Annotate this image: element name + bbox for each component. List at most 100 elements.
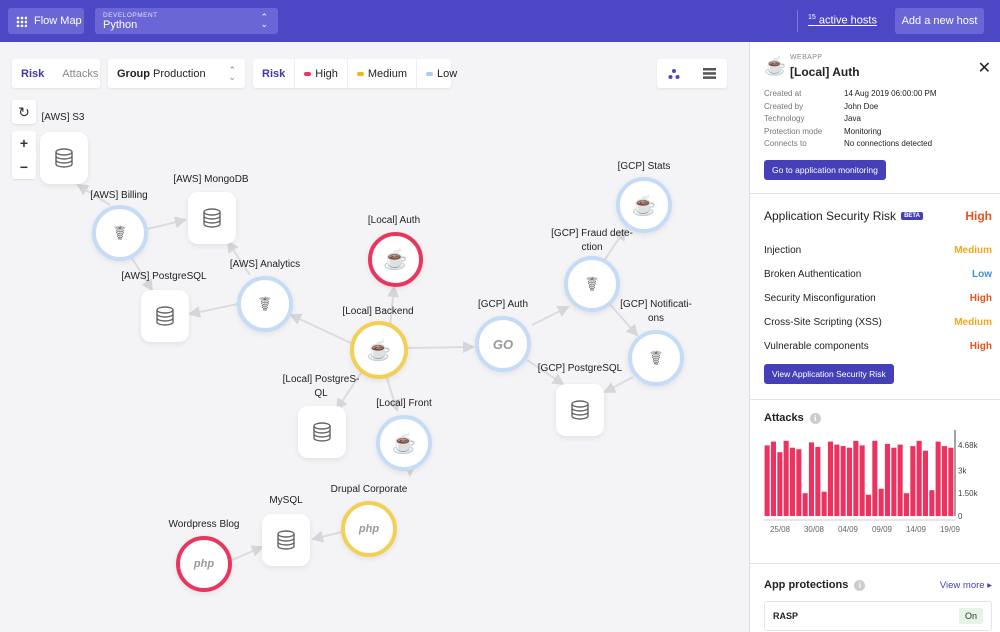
legend-high-label: High — [315, 67, 338, 80]
node-gcp-auth[interactable]: GO — [475, 316, 531, 372]
info-icon[interactable]: i — [854, 579, 866, 591]
rasp-row: RASP On — [764, 601, 992, 631]
app-title: [Local] Auth — [790, 65, 860, 79]
app-details-list: Created at 14 Aug 2019 06:00:00 PM Create… — [764, 88, 937, 151]
refresh-button[interactable]: ↻ — [12, 100, 36, 124]
python-icon: ☤ — [649, 347, 663, 370]
legend-low[interactable]: Low — [416, 59, 466, 88]
add-host-button[interactable]: Add a new host — [895, 8, 984, 34]
flow-map-button[interactable]: Flow Map — [8, 8, 84, 34]
low-dot-icon — [426, 71, 433, 76]
node-label-local-auth: [Local] Auth — [367, 215, 421, 226]
node-label-aws-mongodb: [AWS] MongoDB — [173, 174, 249, 185]
legend-medium[interactable]: Medium — [346, 59, 416, 88]
rasp-toggle[interactable]: On — [958, 608, 983, 624]
detail-row: Created by John Doe — [764, 101, 937, 114]
node-mysql[interactable] — [262, 514, 310, 566]
node-local-front[interactable]: ☕ — [376, 415, 432, 471]
java-icon: ☕ — [391, 432, 417, 455]
group-label: Group — [117, 67, 150, 80]
detail-row: Created at 14 Aug 2019 06:00:00 PM — [764, 88, 937, 101]
tab-risk[interactable]: Risk — [21, 67, 45, 80]
chevron-updown-icon: ⌃ ⌄ — [228, 64, 236, 82]
risk-row: Injection Medium — [764, 238, 992, 262]
java-icon: ☕ — [764, 56, 787, 76]
legend-high[interactable]: High — [294, 59, 347, 88]
active-hosts-label: active hosts — [818, 14, 877, 27]
java-icon: ☕ — [366, 339, 392, 362]
y-tick-label: 4.68k — [958, 441, 979, 450]
attack-bar — [808, 442, 814, 516]
detail-key: Technology — [764, 114, 805, 123]
info-icon[interactable]: i — [809, 412, 821, 424]
risk-name: Injection — [764, 244, 802, 256]
attack-bar — [903, 493, 909, 516]
attack-bar — [827, 441, 833, 516]
node-label-gcp-stats: [GCP] Stats — [617, 161, 671, 172]
node-label-aws-billing: [AWS] Billing — [90, 190, 148, 201]
view-tabs: Risk Attacks — [12, 59, 100, 88]
x-tick-label: 09/09 — [872, 525, 893, 534]
node-local-backend[interactable]: ☕ — [350, 321, 408, 379]
risk-title: Application Security Risk — [764, 209, 897, 223]
attack-bar — [948, 447, 954, 516]
node-local-auth[interactable]: ☕ — [368, 232, 423, 287]
attack-bar — [872, 440, 878, 516]
close-icon[interactable]: ✕ — [977, 60, 991, 77]
node-local-postgresql[interactable] — [298, 406, 346, 458]
tab-attacks[interactable]: Attacks — [62, 67, 99, 80]
php-icon: php — [358, 523, 380, 535]
view-more-link[interactable]: View more ▸ — [940, 580, 992, 591]
x-tick-label: 19/09 — [940, 525, 961, 534]
zoom-in-button[interactable]: + — [12, 131, 36, 155]
go-to-monitoring-button[interactable]: Go to application monitoring — [764, 160, 886, 180]
detail-value: Java — [844, 114, 861, 123]
grid-icon — [16, 15, 27, 27]
attack-bar — [922, 450, 928, 516]
environment-select[interactable]: DEVELOPMENT Python ⌃ ⌄ — [95, 8, 278, 34]
top-bar: Flow Map DEVELOPMENT Python ⌃ ⌄ 15 active… — [0, 0, 1000, 42]
minus-icon: − — [19, 159, 29, 175]
attacks-section: Attacks i 4.68k 3k 1.50k 0 25/08 30/08 04/09 09… — [750, 400, 1000, 564]
node-gcp-fraud[interactable]: ☤ — [564, 256, 620, 312]
node-label-gcp-auth: [GCP] Auth — [477, 299, 529, 310]
node-label-mysql: MySQL — [269, 495, 303, 506]
node-drupal[interactable]: php — [341, 501, 397, 557]
overall-risk-level: High — [965, 209, 992, 223]
attack-bar — [789, 447, 795, 516]
node-wordpress[interactable]: php — [176, 536, 232, 592]
detail-key: Created by — [764, 101, 804, 111]
active-hosts-link[interactable]: 15 active hosts — [808, 14, 877, 27]
attack-bar — [941, 446, 947, 516]
node-gcp-postgresql[interactable] — [556, 384, 604, 436]
java-icon: ☕ — [383, 249, 408, 271]
detail-key: Protection mode — [764, 126, 823, 136]
node-gcp-stats[interactable]: ☕ — [616, 177, 672, 233]
node-gcp-notifications[interactable]: ☤ — [628, 330, 684, 386]
list-view-icon[interactable] — [702, 68, 716, 79]
group-select[interactable]: Group Production ⌃ ⌄ — [108, 59, 245, 88]
node-aws-s3[interactable] — [40, 132, 88, 184]
attack-bar — [935, 441, 941, 516]
node-aws-postgresql[interactable] — [141, 290, 189, 342]
attack-bar — [770, 441, 776, 516]
node-aws-billing[interactable]: ☤ — [92, 205, 148, 261]
legend-medium-label: Medium — [367, 67, 407, 80]
node-aws-analytics[interactable]: ☤ — [237, 276, 293, 332]
x-tick-label: 14/09 — [906, 525, 927, 534]
view-security-risk-button[interactable]: View Application Security Risk — [764, 364, 894, 384]
python-icon: ☤ — [585, 273, 599, 296]
x-tick-label: 25/08 — [770, 525, 791, 534]
attack-bar — [929, 490, 935, 516]
protections-title: App protections — [764, 579, 849, 591]
attack-bar — [916, 440, 922, 516]
attack-bar — [783, 440, 789, 516]
x-tick-label: 04/09 — [838, 525, 859, 534]
php-icon: php — [193, 558, 215, 570]
flow-map-canvas[interactable]: Risk Attacks Group Production ⌃ ⌄ Risk Hi… — [0, 42, 749, 632]
attack-bar — [884, 443, 890, 516]
graph-view-icon[interactable] — [668, 68, 680, 80]
attack-bar — [865, 494, 871, 516]
node-aws-mongodb[interactable] — [188, 192, 236, 244]
zoom-out-button[interactable]: − — [12, 155, 36, 179]
